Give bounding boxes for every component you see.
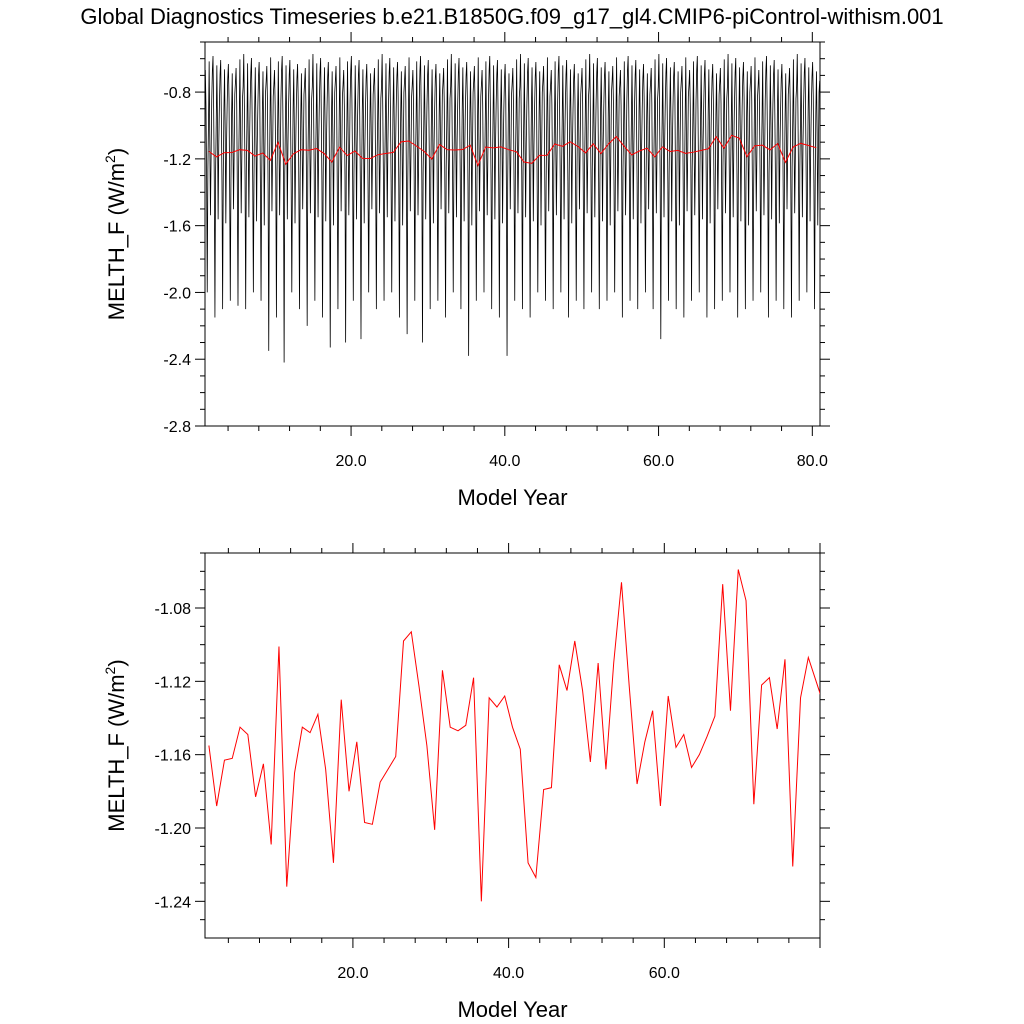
annual-mean-line — [208, 569, 820, 902]
x-tick-label: 80.0 — [797, 453, 828, 470]
y-axis-label-sup: 2 — [102, 155, 118, 163]
y-tick-label: -1.24 — [155, 894, 192, 911]
x-axis-label: Model Year — [457, 997, 567, 1022]
x-axis-label: Model Year — [457, 485, 567, 510]
y-tick-label: -1.08 — [155, 601, 192, 618]
y-tick-label: -2.8 — [163, 419, 191, 436]
monthly-series-line — [205, 54, 820, 363]
y-axis-label-end: ) — [104, 148, 129, 155]
y-tick-label: -1.2 — [163, 152, 191, 169]
y-axis-label: MELTH_F (W/m2) — [102, 148, 129, 320]
y-axis-label-main: MELTH_F (W/m — [104, 163, 129, 320]
y-tick-label: -1.20 — [155, 821, 192, 838]
plot-frame — [204, 41, 821, 427]
y-axis-label: MELTH_F (W/m2) — [102, 659, 129, 831]
y-axis-label-end: ) — [104, 659, 129, 666]
x-tick-label: 40.0 — [489, 453, 520, 470]
x-tick-label: 60.0 — [649, 965, 680, 982]
x-tick-label: 60.0 — [643, 453, 674, 470]
x-tick-label: 20.0 — [335, 453, 366, 470]
x-tick-label: 20.0 — [337, 965, 368, 982]
top-panel: -0.8 -1.2 -1.6 -2.0 -2.4 -2.8 20.0 40.0 60.0 80.0… — [102, 32, 830, 510]
annual-mean-line — [208, 134, 817, 167]
bottom-panel: -1.08 -1.12 -1.16 -1.20 -1.24 20.0 40.0 60.0 Mod… — [102, 543, 830, 1022]
y-tick-label: -1.12 — [155, 674, 192, 691]
plot-frame — [204, 552, 821, 939]
y-tick-label: -1.6 — [163, 219, 191, 236]
y-tick-label: -2.0 — [163, 285, 191, 302]
y-tick-label: -0.8 — [163, 85, 191, 102]
y-tick-label: -2.4 — [163, 352, 191, 369]
y-axis-label-main: MELTH_F (W/m — [104, 674, 129, 831]
chart-title: Global Diagnostics Timeseries b.e21.B185… — [80, 4, 943, 29]
y-tick-label: -1.16 — [155, 748, 192, 765]
y-axis-label-sup: 2 — [102, 666, 118, 674]
x-tick-label: 40.0 — [493, 965, 524, 982]
